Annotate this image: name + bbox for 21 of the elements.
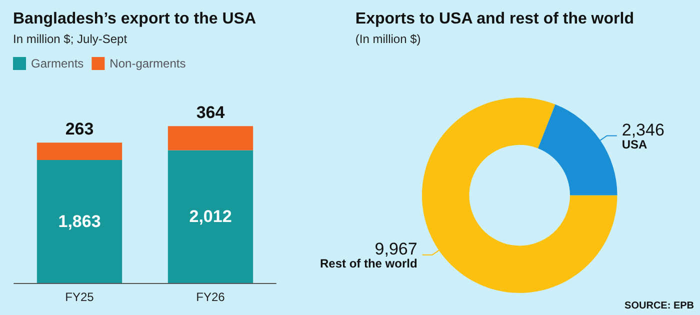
- data-label: 2,346: [622, 120, 664, 140]
- chart-title: Bangladesh’s export to the USA: [13, 10, 256, 28]
- data-label: 263: [65, 120, 94, 139]
- legend-label: Garments: [31, 56, 84, 70]
- data-label: 364: [196, 103, 226, 122]
- chart-subtitle: (In million $): [355, 32, 421, 46]
- data-label: 1,863: [58, 212, 101, 232]
- chart-title: Exports to USA and rest of the world: [355, 10, 634, 28]
- x-tick-label: FY25: [65, 290, 94, 304]
- chart-subtitle: In million $; July-Sept: [13, 32, 128, 46]
- bar: [168, 150, 254, 283]
- data-label: 2,012: [189, 207, 232, 226]
- bar: [36, 160, 122, 283]
- slice-label: USA: [622, 137, 648, 152]
- source-note: SOURCE: EPB: [624, 300, 694, 312]
- bar: [168, 126, 254, 150]
- data-label: 9,967: [374, 239, 418, 258]
- x-tick-label: FY26: [196, 290, 226, 304]
- legend-label: Non-garments: [110, 56, 186, 70]
- bar: [36, 142, 122, 160]
- slice-label: Rest of the world: [320, 256, 418, 270]
